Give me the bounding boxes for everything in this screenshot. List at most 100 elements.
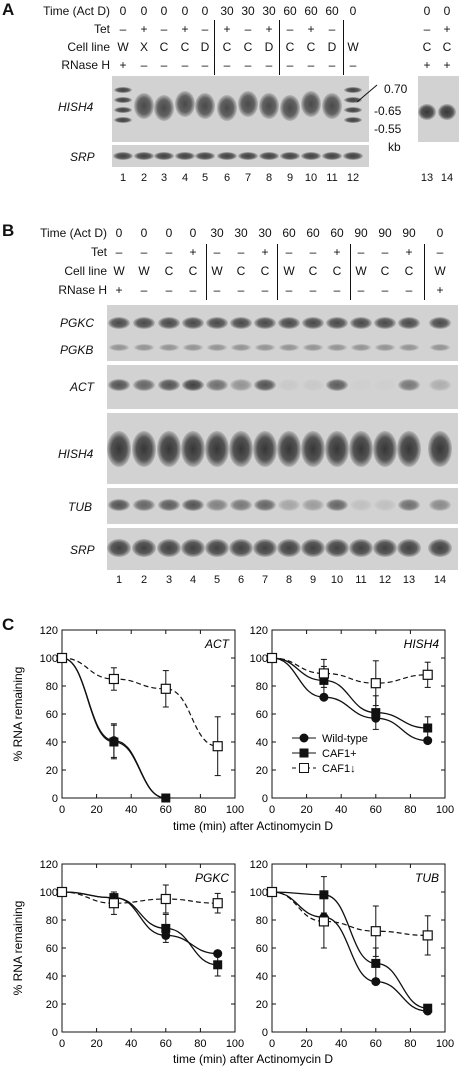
b-srp-band-7 xyxy=(277,539,301,557)
size-marker-055: -0.55 xyxy=(374,122,402,136)
chart-3-ytick-label-0: 0 xyxy=(262,1027,268,1039)
a-lane-number-1: 1 xyxy=(119,172,127,184)
a-srp-band-4 xyxy=(195,152,215,160)
b-rowlabel-2: Cell line xyxy=(64,264,107,278)
b-cell-1-13: – xyxy=(436,245,444,259)
b-cell-0-10: 90 xyxy=(354,226,368,240)
b-cell-0-9: 60 xyxy=(330,226,344,240)
a-cell-1-2: – xyxy=(160,22,168,36)
b-hish4-band-0 xyxy=(107,431,131,467)
a-cell-3-2: – xyxy=(160,58,168,72)
chart-2-xtick-label-60: 60 xyxy=(160,1038,172,1050)
chart-3-point-down-0 xyxy=(266,886,278,898)
chart-0-xtick-label-0: 0 xyxy=(59,804,65,816)
a-cell-1-4: – xyxy=(201,22,209,36)
chart-2-ytick-label-120: 120 xyxy=(40,859,58,871)
panel-a-separator-1 xyxy=(279,20,280,75)
b-cell-2-1: W xyxy=(138,264,150,278)
a-cell-0-0: 0 xyxy=(119,4,127,18)
b-hish4-band-1 xyxy=(132,431,156,467)
a-band-4 xyxy=(195,93,215,119)
a-cell-2-7: D xyxy=(264,40,274,54)
a-cell-0-10: 60 xyxy=(325,4,339,18)
chart-0-xtick-label-60: 60 xyxy=(160,804,172,816)
chart-1-line-down xyxy=(271,657,428,684)
b-cell-3-3: – xyxy=(189,283,197,297)
b-hish4-band-13 xyxy=(428,431,452,467)
b-cell-3-7: – xyxy=(285,283,293,297)
b-cell-2-8: C xyxy=(308,264,318,278)
chart-2-point-down-1 xyxy=(108,898,120,909)
chart-3-ytick-label-40: 40 xyxy=(256,971,268,983)
chart-2-line-down xyxy=(61,891,218,904)
a-band-1 xyxy=(134,93,154,119)
b-cell-3-9: – xyxy=(333,283,341,297)
a-cell-2-2: C xyxy=(159,40,169,54)
b-cell-2-9: C xyxy=(332,264,342,278)
a-cell-1-1: + xyxy=(140,22,148,36)
a-cell-2-9: C xyxy=(306,40,316,54)
b-cell-2-6: C xyxy=(260,264,270,278)
b-hish4-band-8 xyxy=(301,431,325,467)
b-pgkc-band-0 xyxy=(108,317,130,329)
b-hish4-band-11 xyxy=(373,431,397,467)
b-srp-band-4 xyxy=(205,539,229,557)
chart-1-title: HISH4 xyxy=(404,637,440,651)
b-cell-0-0: 0 xyxy=(115,226,123,240)
chart-3-ytick-label-100: 100 xyxy=(250,887,268,899)
b-cell-2-7: W xyxy=(283,264,295,278)
a-cell-3-6: – xyxy=(244,58,252,72)
a-cell-3-0: + xyxy=(119,58,127,72)
chart-0-point-down-3 xyxy=(212,741,223,752)
panel-c-xlabel-0: time (min) after Actinomycin D xyxy=(173,819,333,833)
a-cell-0-5: 30 xyxy=(220,4,234,18)
b-tub-band-2 xyxy=(158,499,180,511)
chart-2-point-down-3 xyxy=(212,898,223,909)
chart-0-ytick-label-40: 40 xyxy=(46,737,58,749)
b-srp-band-3 xyxy=(181,539,205,557)
a-rowlabel-0: Time (Act D) xyxy=(43,4,110,18)
chart-2-point-down-0 xyxy=(56,886,68,898)
b-cell-2-12: C xyxy=(404,264,414,278)
b-lane-number-7: 7 xyxy=(261,574,269,586)
b-cell-3-0: + xyxy=(115,283,123,297)
a-lane-number-11: 11 xyxy=(326,172,338,184)
b-act-band-2 xyxy=(158,379,180,391)
a-srp-band-2 xyxy=(154,152,174,160)
b-hish4-band-2 xyxy=(157,431,181,467)
b-cell-1-12: + xyxy=(405,245,413,259)
b-srp-band-10 xyxy=(349,539,373,557)
panel-b-row-act: ACT xyxy=(70,380,94,394)
b-tub-band-12 xyxy=(398,499,420,511)
chart-frame-0 xyxy=(61,629,236,799)
b-pgkb-band-10 xyxy=(351,343,371,351)
b-pgkc-band-6 xyxy=(254,317,276,329)
chart-2-ytick-label-40: 40 xyxy=(46,971,58,983)
b-lane-number-10: 10 xyxy=(330,574,344,586)
chart-0-ytick-label-60: 60 xyxy=(46,709,58,721)
panel-a-separator-0 xyxy=(214,20,215,75)
chart-2-xtick-label-20: 20 xyxy=(90,1038,102,1050)
panel-a-hish4-gel xyxy=(112,76,369,142)
b-srp-band-12 xyxy=(397,539,421,557)
a-lane-number-4: 4 xyxy=(181,172,189,184)
b-hish4-band-5 xyxy=(229,431,253,467)
b-cell-1-7: – xyxy=(285,245,293,259)
a-cell-1-8: – xyxy=(286,22,294,36)
chart-0-xtick-label-100: 100 xyxy=(226,804,244,816)
chart-3-point-caf-2 xyxy=(371,958,381,968)
b-cell-0-1: 0 xyxy=(140,226,148,240)
chart-0-xtick-label-20: 20 xyxy=(90,804,102,816)
b-cell-1-0: – xyxy=(115,245,123,259)
chart-1-line-wt xyxy=(271,657,428,742)
panel-b-row-srp: SRP xyxy=(70,543,95,557)
a-cell-3-3: – xyxy=(181,58,189,72)
chart-0-point-down-0 xyxy=(56,652,68,664)
a-cell-3-1: – xyxy=(140,58,148,72)
size-pointer-line xyxy=(356,84,378,103)
a-srp-band-5 xyxy=(217,152,237,160)
a-cell-0-13: 0 xyxy=(443,4,451,18)
b-cell-3-13: + xyxy=(436,283,444,297)
chart-2-line-wt xyxy=(61,891,218,955)
chart-3-point-caf-3 xyxy=(423,1003,433,1013)
